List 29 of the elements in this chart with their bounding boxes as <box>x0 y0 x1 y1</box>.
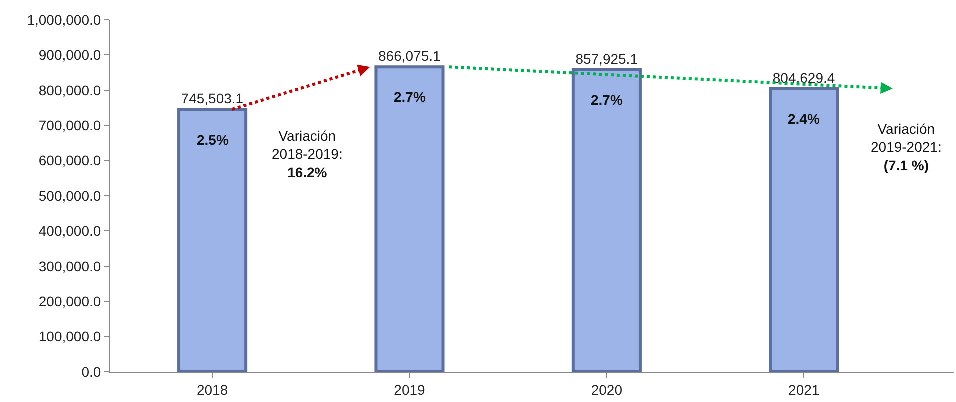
data-label: 804,629.4 <box>772 70 836 86</box>
annotation: 2.7% <box>394 89 426 105</box>
annotation: 2.5% <box>197 132 230 148</box>
bar <box>374 66 445 372</box>
bar <box>769 87 840 372</box>
annotation: 2.7% <box>591 92 624 108</box>
bar <box>572 68 642 372</box>
x-tick-label: 2019 <box>394 382 426 398</box>
y-tick-label: 100,000.0 <box>38 328 102 345</box>
y-tick-label: 200,000.0 <box>38 294 102 310</box>
y-tick-label: 700,000.0 <box>38 118 102 134</box>
y-tick-label: 0.0 <box>82 364 102 380</box>
annotation: Variación 2018-2019: 16.2% <box>272 128 343 180</box>
y-tick-label: 900,000.0 <box>38 47 102 64</box>
y-tick-label: 1,000,000.0 <box>27 12 102 28</box>
y-tick-label: 500,000.0 <box>38 188 102 204</box>
data-label: 866,075.1 <box>378 48 441 64</box>
x-tick-label: 2020 <box>591 382 623 398</box>
annotation: Variación 2019-2021: (7.1 %) <box>871 121 942 174</box>
annotation: 2.4% <box>788 111 820 127</box>
y-tick-label: 800,000.0 <box>38 82 102 98</box>
x-tick-label: 2018 <box>196 382 228 398</box>
x-tick-label: 2021 <box>788 382 820 398</box>
y-tick-label: 300,000.0 <box>38 258 102 274</box>
data-label: 857,925.1 <box>576 51 638 68</box>
y-tick-label: 400,000.0 <box>38 223 102 240</box>
bar <box>178 108 248 372</box>
data-label: 745,503.1 <box>181 90 244 107</box>
y-tick-label: 600,000.0 <box>38 152 102 169</box>
